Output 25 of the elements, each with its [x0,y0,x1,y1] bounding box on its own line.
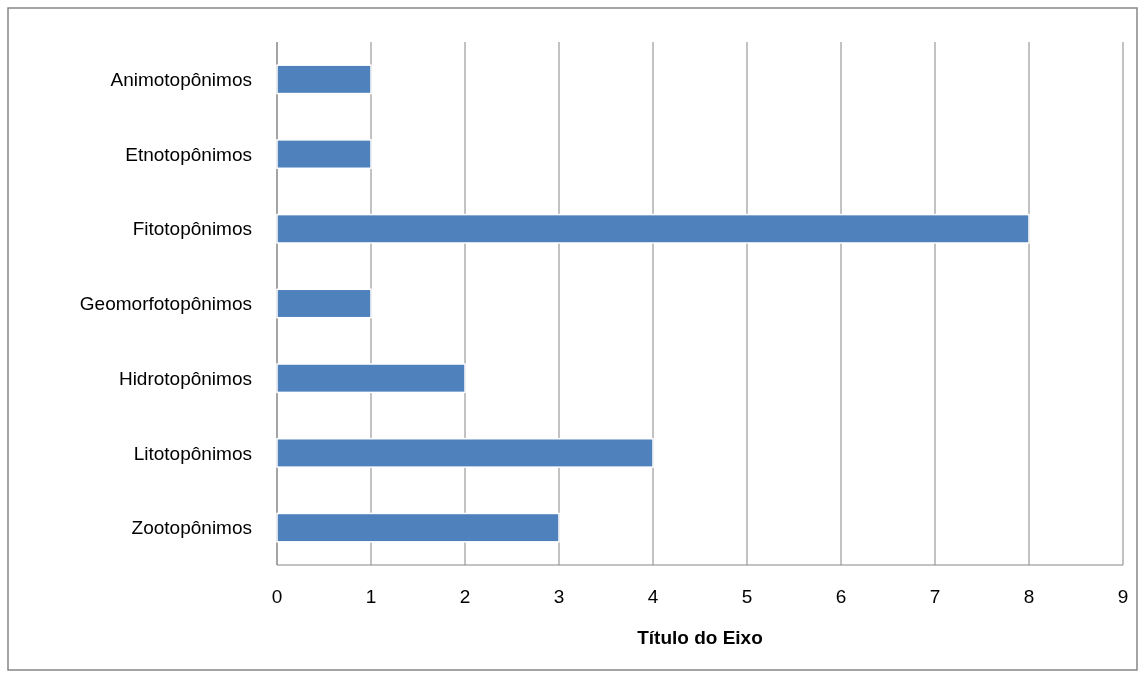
x-tick-label: 4 [647,586,659,607]
x-tick-label: 1 [365,586,377,607]
x-tick-label: 7 [929,586,941,607]
y-tick-label: Hidrotopônimos [118,367,252,389]
bar [276,139,372,170]
x-tick-label: 0 [271,586,283,607]
x-axis-title: Título do Eixo [637,627,763,648]
bar [276,213,1030,244]
bar [276,512,560,543]
y-tick-label: Fitotopônimos [132,218,252,240]
bar [276,363,466,394]
y-tick-label: Animotopônimos [110,69,252,91]
x-tick-label: 3 [553,586,565,607]
bar [276,64,372,95]
x-tick-label: 9 [1117,586,1129,607]
y-tick-label: Geomorfotopônimos [79,293,252,315]
bar [276,288,372,319]
bar [276,437,654,468]
x-tick-label: 6 [835,586,847,607]
x-tick-label: 8 [1023,586,1035,607]
x-tick-label: 2 [459,586,471,607]
y-tick-label: Etnotopônimos [125,143,252,165]
y-tick-label: Zootopônimos [131,517,252,539]
y-tick-label: Litotopônimos [133,442,252,464]
x-tick-label: 5 [741,586,753,607]
